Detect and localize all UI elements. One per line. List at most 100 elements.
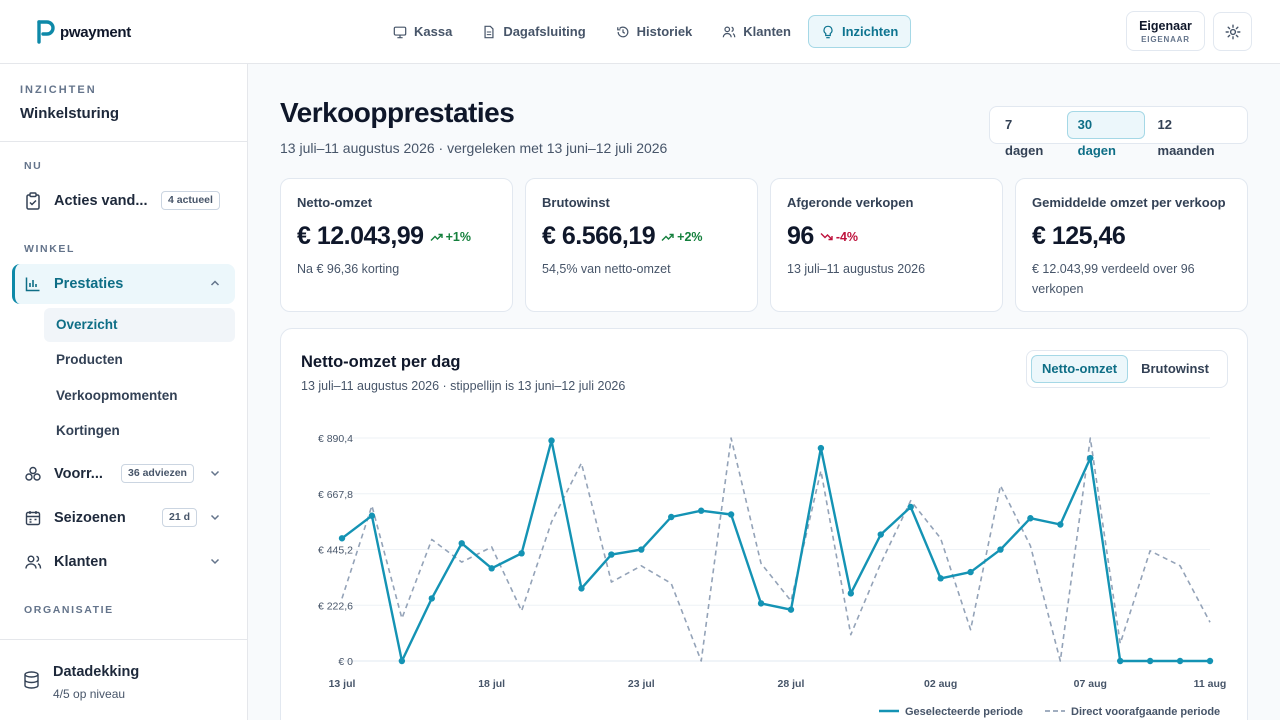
- kpi-value: € 12.043,99: [297, 222, 424, 250]
- data-point: [608, 551, 615, 558]
- data-point: [1206, 657, 1214, 665]
- data-point: [877, 531, 884, 538]
- selected-period-line: [341, 439, 1210, 663]
- monitor-icon: [393, 26, 407, 38]
- y-tick-label: € 667,8: [318, 489, 353, 501]
- sidebar-subitem-sales-moments[interactable]: Verkoopmomenten: [56, 388, 178, 403]
- y-tick-label: € 0: [338, 656, 353, 668]
- kpi-delta: +2%: [661, 230, 703, 244]
- x-tick-label: 23 jul: [628, 678, 655, 690]
- nav-historiek[interactable]: Historiek: [603, 15, 706, 48]
- x-tick-label: 07 aug: [1074, 678, 1107, 690]
- nav-label: Kassa: [414, 24, 453, 39]
- chart-card: Netto-omzet per dag 13 juli–11 augustus …: [280, 328, 1248, 720]
- trend-down-icon: [820, 232, 833, 240]
- sidebar-item-actions[interactable]: Acties vand... 4 actueel: [12, 181, 235, 221]
- logo-mark-icon: [37, 20, 55, 44]
- sidebar-divider: [0, 141, 247, 142]
- range-7-days-button[interactable]: 7 dagen: [1005, 117, 1044, 158]
- line-chart: € 0 € 222,6 € 445,2 € 667,8 € 890,4 13 jul 18 …: [318, 433, 1227, 718]
- nav-inzichten[interactable]: Inzichten: [807, 15, 912, 48]
- data-point: [518, 550, 525, 557]
- section-now: NU: [24, 160, 43, 172]
- legend-label-previous: Direct voorafgaande periode: [1071, 706, 1220, 718]
- user-name: Eigenaar: [1139, 19, 1192, 33]
- trend-up-icon: [430, 233, 443, 241]
- data-point: [817, 444, 825, 452]
- kpi-note: Na € 96,36 korting: [297, 262, 400, 276]
- sidebar-item-label: Seizoenen: [54, 510, 126, 526]
- data-point: [1057, 521, 1064, 528]
- sidebar-item-performance[interactable]: Prestaties: [12, 264, 235, 304]
- chevron-up-icon: [210, 280, 220, 286]
- sidebar-item-stock[interactable]: Voorr... 36 adviezen: [12, 454, 235, 494]
- bar-chart-icon: [24, 275, 42, 293]
- data-point: [727, 511, 735, 518]
- sidebar-item-label: Voorr...: [54, 466, 103, 482]
- users-icon: [24, 553, 42, 571]
- clipboard-check-icon: [24, 192, 42, 210]
- history-icon: [616, 26, 629, 37]
- chevron-down-icon: [210, 470, 220, 477]
- range-30-days-button[interactable]: 30 dagen: [1066, 111, 1145, 158]
- data-point: [997, 546, 1004, 553]
- kpi-label: Netto-omzet: [297, 195, 373, 210]
- y-tick-label: € 445,2: [318, 545, 353, 557]
- data-point: [907, 503, 914, 511]
- kpi-delta-value: -4%: [835, 229, 859, 244]
- nav-label: Inzichten: [841, 24, 899, 39]
- seasons-badge: 21 d: [162, 508, 198, 527]
- document-icon: [484, 25, 494, 38]
- boxes-icon: [24, 465, 42, 483]
- data-point: [1146, 657, 1154, 665]
- nav-label: Klanten: [743, 24, 791, 39]
- data-point: [368, 512, 376, 519]
- sidebar-item-customers[interactable]: Klanten: [12, 542, 235, 582]
- sidebar-subitem-overview[interactable]: Overzicht: [44, 308, 235, 342]
- sidebar: INZICHTEN Winkelsturing NU Acties vand..…: [0, 64, 248, 720]
- kpi-card-gross-profit: Brutowinst € 6.566,19 +2% 54,5% van nett…: [525, 178, 758, 312]
- settings-button[interactable]: [1213, 12, 1252, 51]
- lightbulb-icon: [823, 25, 833, 38]
- main-nav: Kassa Dagafsluiting Historiek Klanten In…: [380, 15, 912, 48]
- nav-kassa[interactable]: Kassa: [380, 15, 465, 48]
- user-menu-button[interactable]: Eigenaar EIGENAAR: [1126, 11, 1205, 51]
- kpi-value: 96: [787, 222, 814, 250]
- nav-klanten[interactable]: Klanten: [709, 15, 804, 48]
- data-coverage-subtitle: 4/5 op niveau: [53, 687, 126, 701]
- data-point: [847, 590, 855, 597]
- kpi-delta: +1%: [430, 230, 471, 244]
- sidebar-item-label: Prestaties: [54, 276, 124, 292]
- sidebar-subitem-discounts[interactable]: Kortingen: [56, 423, 120, 438]
- calendar-icon: [24, 509, 42, 527]
- brand-logo[interactable]: pwayment: [36, 20, 131, 44]
- section-organisation: ORGANISATIE: [24, 604, 114, 616]
- data-point: [338, 535, 346, 542]
- x-tick-label: 02 aug: [924, 678, 957, 690]
- legend-label-selected: Geselecteerde periode: [905, 706, 1023, 718]
- x-tick-label: 11 aug: [1194, 678, 1227, 690]
- brand-name: pwayment: [60, 23, 131, 41]
- metric-toggle: Netto-omzet Brutowinst: [1026, 350, 1228, 388]
- kpi-label: Brutowinst: [542, 195, 610, 210]
- data-point: [668, 513, 675, 521]
- kpi-value: € 125,46: [1032, 222, 1126, 250]
- kpi-delta: -4%: [820, 230, 858, 244]
- data-point: [1117, 657, 1124, 665]
- data-coverage-panel[interactable]: Datadekking 4/5 op niveau: [0, 639, 247, 720]
- metric-gross-profit-button[interactable]: Brutowinst: [1141, 361, 1209, 376]
- chevron-down-icon: [210, 514, 220, 521]
- kpi-note: 13 juli–11 augustus 2026: [787, 262, 926, 276]
- nav-dagafsluiting[interactable]: Dagafsluiting: [469, 15, 598, 48]
- metric-net-revenue-button[interactable]: Netto-omzet: [1031, 355, 1129, 383]
- gear-icon: [1225, 24, 1240, 39]
- sidebar-title: Winkelsturing: [20, 105, 120, 122]
- database-icon: [24, 671, 39, 689]
- actions-badge: 4 actueel: [161, 191, 220, 210]
- data-point: [548, 437, 555, 444]
- nav-label: Historiek: [636, 24, 693, 39]
- range-12-months-button[interactable]: 12 maanden: [1157, 117, 1215, 158]
- data-coverage-title: Datadekking: [53, 664, 140, 680]
- sidebar-item-seasons[interactable]: Seizoenen 21 d: [12, 498, 235, 538]
- sidebar-subitem-products[interactable]: Producten: [56, 352, 123, 367]
